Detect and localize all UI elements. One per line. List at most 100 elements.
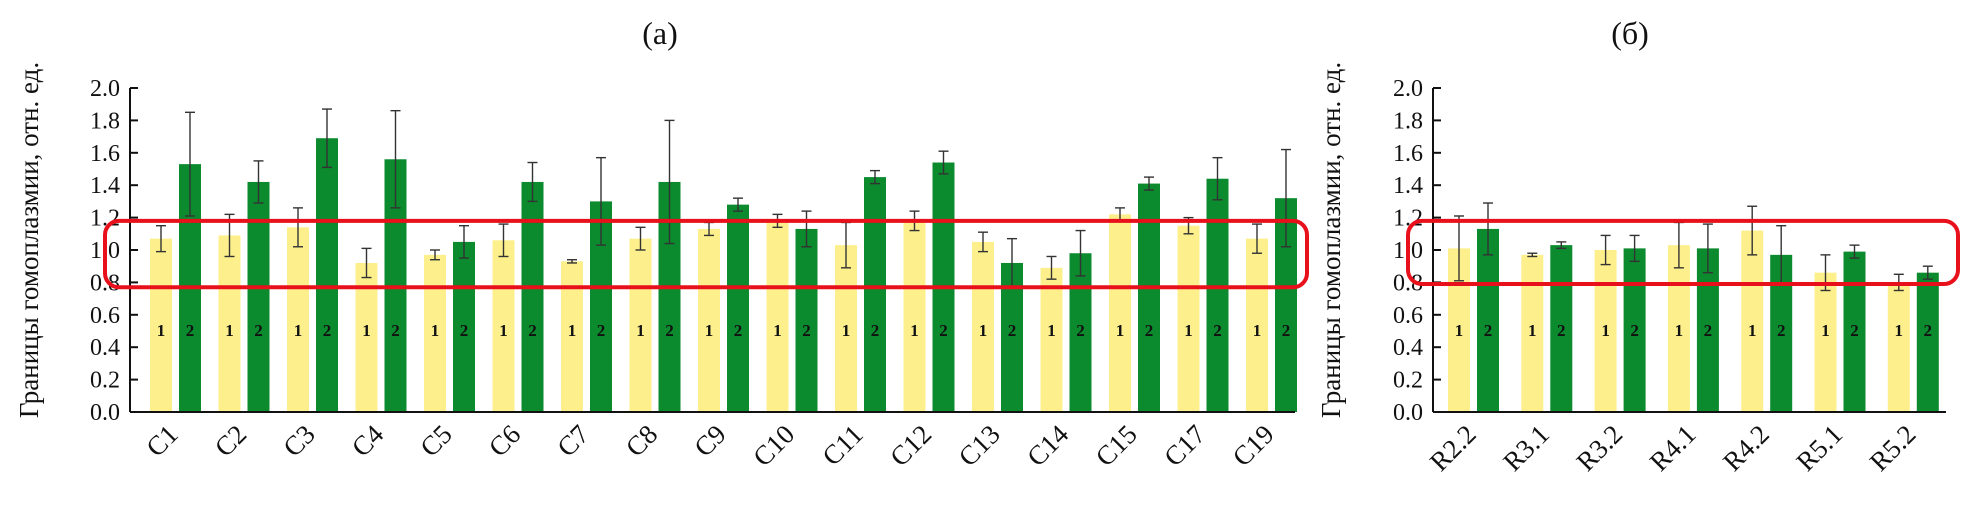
bar-number-R3.1-series-2: 2	[1557, 321, 1566, 340]
bar-C7-series-1	[561, 261, 583, 412]
x-tick-label-C12: C12	[884, 419, 937, 472]
bar-C4-series-1	[355, 262, 378, 412]
x-tick-label-C4: C4	[346, 419, 390, 463]
bar-R4.2-series-2	[1770, 254, 1793, 412]
x-tick-label-C8: C8	[620, 419, 663, 462]
bar-C1-series-1	[150, 238, 172, 412]
y-tick-label-0.6: 0.6	[1393, 303, 1423, 329]
x-tick-label-C9: C9	[688, 419, 731, 462]
bar-number-C7-series-1: 1	[568, 321, 577, 340]
bar-C9-series-2	[727, 204, 749, 412]
bar-R5.2-series-2	[1916, 272, 1939, 412]
bar-number-C4-series-2: 2	[391, 321, 400, 340]
bar-number-C10-series-1: 1	[773, 321, 782, 340]
bar-C8-series-1	[629, 238, 652, 412]
y-tick-label-1.6: 1.6	[90, 141, 120, 167]
bar-C6-series-1	[492, 240, 515, 412]
bar-number-C19-series-1: 1	[1253, 321, 1262, 340]
x-tick-label-C6: C6	[483, 419, 526, 462]
bar-C17-series-1	[1177, 225, 1200, 412]
x-tick-label-C5: C5	[414, 419, 457, 462]
bar-number-C3-series-2: 2	[323, 321, 332, 340]
bar-number-C15-series-2: 2	[1145, 321, 1154, 340]
x-tick-label-C1: C1	[140, 419, 183, 462]
bar-R4.1-series-2	[1696, 248, 1719, 412]
bar-C10-series-1	[766, 220, 789, 412]
x-tick-label-C17: C17	[1158, 419, 1211, 472]
y-tick-label-0.6: 0.6	[90, 303, 120, 329]
bar-C6-series-2	[521, 181, 544, 412]
bar-C15-series-1	[1109, 214, 1131, 412]
bar-number-C1-series-2: 2	[186, 321, 195, 340]
bar-number-C6-series-1: 1	[499, 321, 508, 340]
bar-number-C2-series-1: 1	[225, 321, 234, 340]
chart-title: (а)	[642, 15, 678, 51]
y-tick-label-0.2: 0.2	[90, 368, 120, 394]
x-tick-label-R2.2: R2.2	[1424, 419, 1482, 477]
bar-R2.2-series-2	[1477, 228, 1499, 412]
bar-number-C12-series-2: 2	[939, 321, 948, 340]
bar-C8-series-2	[658, 181, 681, 412]
bar-number-R3.2-series-1: 1	[1601, 321, 1610, 340]
bar-number-C17-series-2: 2	[1213, 321, 1222, 340]
bar-R4.2-series-1	[1741, 230, 1764, 412]
bar-C19-series-1	[1246, 238, 1268, 412]
x-tick-label-C7: C7	[551, 419, 594, 462]
bar-number-C4-series-1: 1	[362, 321, 371, 340]
panel-a: (а) Границы гомоплазмии, отн. ед. 1 2 C1 1 2 C2…	[14, 15, 1309, 472]
bar-C7-series-2	[590, 201, 612, 412]
x-tick-label-C2: C2	[209, 419, 252, 462]
bar-number-R5.2-series-1: 1	[1895, 321, 1904, 340]
bar-number-C2-series-2: 2	[254, 321, 263, 340]
x-tick-label-R5.2: R5.2	[1864, 419, 1922, 477]
bar-number-R2.2-series-1: 1	[1455, 321, 1464, 340]
bar-number-C17-series-1: 1	[1184, 321, 1193, 340]
bar-C5-series-2	[453, 241, 475, 412]
bar-number-C8-series-2: 2	[665, 321, 674, 340]
bar-R4.1-series-1	[1667, 245, 1690, 412]
bar-number-R4.2-series-2: 2	[1777, 321, 1786, 340]
bar-number-C3-series-1: 1	[294, 321, 303, 340]
bar-number-C14-series-2: 2	[1076, 321, 1085, 340]
bar-number-C15-series-1: 1	[1116, 321, 1125, 340]
highlight-box	[1406, 218, 1960, 287]
bar-R5.1-series-2	[1843, 251, 1866, 412]
bar-C19-series-2	[1275, 198, 1297, 412]
bar-C17-series-2	[1206, 178, 1229, 412]
bar-number-C1-series-1: 1	[157, 321, 166, 340]
bar-number-C9-series-2: 2	[734, 321, 743, 340]
bar-C13-series-1	[972, 241, 994, 412]
bar-C3-series-1	[287, 227, 309, 412]
x-tick-label-R3.1: R3.1	[1497, 419, 1555, 477]
x-tick-label-C14: C14	[1021, 419, 1074, 472]
bar-number-C13-series-1: 1	[979, 321, 988, 340]
bar-C14-series-2	[1069, 253, 1092, 412]
bar-number-R5.2-series-2: 2	[1924, 321, 1933, 340]
y-tick-label-0.2: 0.2	[1393, 368, 1423, 394]
bar-number-C5-series-2: 2	[460, 321, 469, 340]
bar-C5-series-1	[424, 254, 446, 412]
bar-number-R5.1-series-2: 2	[1850, 321, 1859, 340]
x-tick-label-C10: C10	[747, 419, 800, 472]
x-tick-label-R4.1: R4.1	[1644, 419, 1702, 477]
bar-C3-series-2	[316, 138, 338, 412]
y-tick-label-1.4: 1.4	[90, 173, 120, 199]
panel-b: (б) Границы гомоплазмии, отн. ед. 1 2 R2.2 1 2…	[1316, 15, 1960, 477]
highlight-box	[103, 218, 1309, 290]
x-tick-label-C19: C19	[1227, 419, 1280, 472]
bar-R5.2-series-1	[1887, 282, 1910, 412]
bar-R3.2-series-1	[1594, 250, 1617, 412]
y-tick-label-0.4: 0.4	[90, 335, 120, 361]
bar-R3.1-series-2	[1550, 245, 1573, 412]
bar-number-C11-series-1: 1	[842, 321, 851, 340]
bar-C11-series-2	[864, 177, 886, 412]
bar-number-C13-series-2: 2	[1008, 321, 1017, 340]
bar-R2.2-series-1	[1448, 248, 1470, 412]
y-axis-label: Границы гомоплазмии, отн. ед.	[14, 62, 44, 418]
bar-number-C9-series-1: 1	[705, 321, 714, 340]
bar-number-C6-series-2: 2	[528, 321, 537, 340]
x-tick-label-R5.1: R5.1	[1790, 419, 1848, 477]
x-tick-label-C13: C13	[953, 419, 1006, 472]
y-tick-label-1.8: 1.8	[90, 108, 120, 134]
